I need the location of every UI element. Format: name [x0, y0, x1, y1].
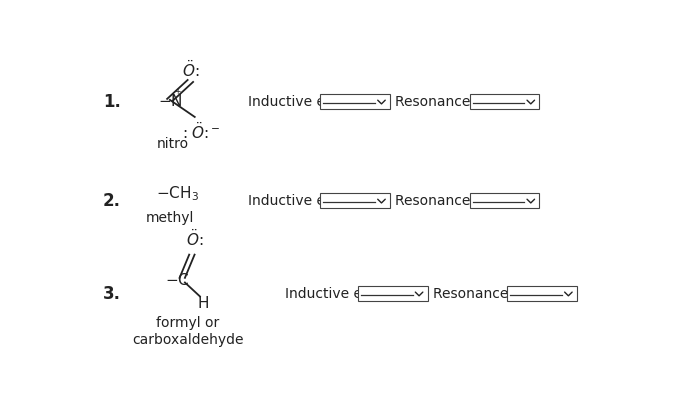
Text: nitro: nitro: [157, 137, 188, 151]
Text: $\ddot{O}$:: $\ddot{O}$:: [186, 227, 203, 248]
Text: 1.: 1.: [103, 93, 121, 111]
FancyBboxPatch shape: [320, 95, 390, 110]
FancyBboxPatch shape: [358, 286, 428, 301]
Text: Resonance effect: Resonance effect: [396, 194, 516, 208]
FancyBboxPatch shape: [507, 286, 577, 301]
Text: methyl: methyl: [146, 211, 194, 225]
Text: 2.: 2.: [103, 192, 121, 210]
Text: Inductive effect: Inductive effect: [286, 287, 394, 301]
Text: Inductive effect: Inductive effect: [248, 95, 356, 109]
Text: formyl or
carboxaldehyde: formyl or carboxaldehyde: [132, 316, 243, 346]
Text: Resonance effect: Resonance effect: [433, 287, 553, 301]
Text: Resonance effect: Resonance effect: [396, 95, 516, 109]
Text: $-$C: $-$C: [164, 272, 189, 288]
Text: $-$N: $-$N: [157, 93, 182, 109]
Text: $-$CH$_3$: $-$CH$_3$: [157, 184, 200, 203]
Text: 3.: 3.: [103, 285, 121, 303]
Text: $\ddot{O}$:: $\ddot{O}$:: [182, 59, 199, 80]
FancyBboxPatch shape: [470, 193, 539, 209]
Text: H: H: [198, 296, 209, 310]
Text: $^+$: $^+$: [173, 87, 182, 97]
Text: $:\ddot{O}$:$^-$: $:\ddot{O}$:$^-$: [180, 121, 220, 142]
FancyBboxPatch shape: [320, 193, 390, 209]
Text: Inductive effect: Inductive effect: [248, 194, 356, 208]
FancyBboxPatch shape: [470, 95, 539, 110]
